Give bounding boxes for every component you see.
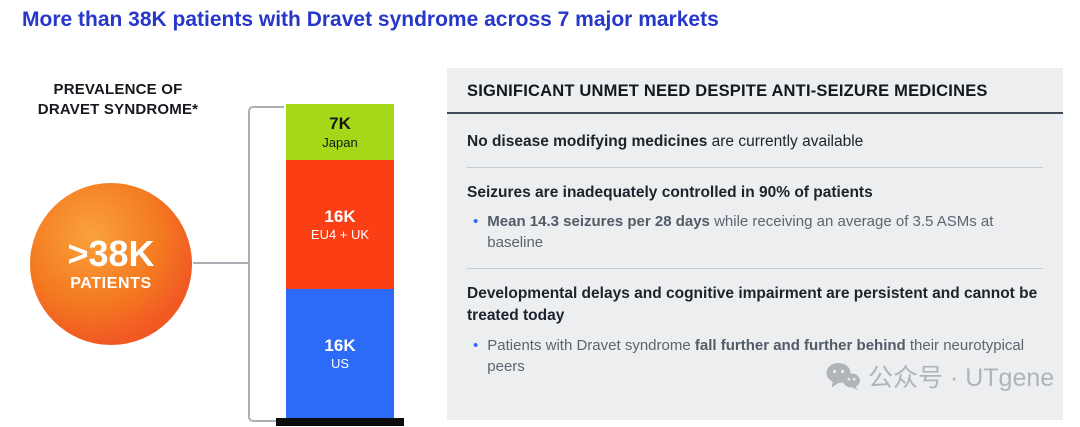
watermark: 公众号 · UTgene [826,358,1054,394]
point2-heading: Seizures are inadequately controlled in … [467,183,873,201]
bullet-dot-icon: • [473,213,479,231]
patients-total-circle: >38K PATIENTS [30,183,192,345]
circle-connector-line [193,262,249,264]
stacked-bar-chart: 7K Japan 16K EU4 + UK 16K US [286,104,394,419]
point1-rest: are currently available [707,133,864,150]
watermark-text: 公众号 · UTgene [868,364,1055,392]
segment-region: US [330,356,350,371]
point3-heading: Developmental delays and cognitive impai… [467,284,1038,325]
segment-value: 16K [324,335,356,355]
point-developmental: Developmental delays and cognitive impai… [447,283,1063,328]
bar-segment-us: 16K US [286,289,394,419]
segment-region: Japan [322,134,358,150]
point-disease-modifying: No disease modifying medicines are curre… [447,131,1063,153]
segment-value: 16K [324,206,356,226]
patients-total-caption: PATIENTS [70,274,152,292]
point2-bullet-text: Mean 14.3 seizures per 28 days while rec… [487,213,994,252]
point3-bullet-text: Patients with Dravet syndrome fall furth… [487,336,1025,375]
bar-base [276,418,404,426]
prevalence-label-line2: DRAVET SYNDROME* [37,100,199,118]
panel-header: SIGNIFICANT UNMET NEED DESPITE ANTI-SEIZ… [447,68,1063,114]
bar-bracket [248,106,284,422]
point-seizures: Seizures are inadequately controlled in … [447,182,1063,204]
divider [467,166,1043,168]
point3-bullet: • Patients with Dravet syndrome fall fur… [473,335,1033,378]
patients-total-value: >38K [67,233,155,275]
segment-value: 7K [329,114,351,134]
point2-bullet: • Mean 14.3 seizures per 28 days while r… [473,211,1033,254]
prevalence-label-line1: PREVALENCE OF [53,81,183,98]
wechat-icon [826,363,860,390]
bullet-dot-icon: • [473,336,479,354]
unmet-need-panel: SIGNIFICANT UNMET NEED DESPITE ANTI-SEIZ… [447,68,1063,420]
bar-segment-eu4-uk: 16K EU4 + UK [286,160,394,290]
point1-bold: No disease modifying medicines [467,133,708,150]
bar-segment-japan: 7K Japan [286,104,394,161]
prevalence-label: PREVALENCE OF DRAVET SYNDROME* [18,80,218,119]
segment-region: EU4 + UK [310,227,370,243]
page-title: More than 38K patients with Dravet syndr… [22,8,719,31]
divider [467,267,1043,269]
